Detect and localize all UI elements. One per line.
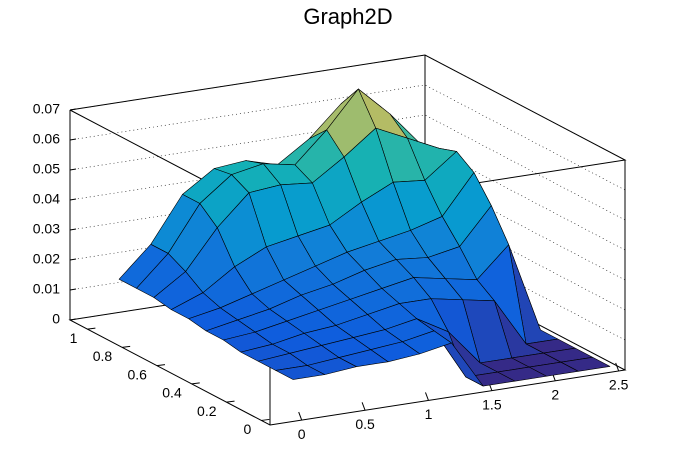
- x-tick: [615, 362, 620, 372]
- z-tick-label: 0.02: [33, 251, 60, 267]
- y-tick-label: 0.4: [162, 385, 182, 401]
- x-tick-label: 0: [298, 426, 306, 442]
- x-tick-label: 1.5: [482, 396, 502, 412]
- x-tick-label: 2: [551, 387, 559, 403]
- y-tick-label: 0.2: [197, 403, 217, 419]
- x-tick: [361, 402, 366, 411]
- z-tick-label: 0.01: [33, 281, 60, 297]
- z-tick: [69, 138, 77, 141]
- y-tick: [191, 382, 200, 385]
- y-tick-label: 0.8: [93, 348, 113, 364]
- y-tick: [87, 327, 96, 330]
- z-tick: [69, 228, 77, 231]
- y-tick: [226, 400, 235, 403]
- x-tick-label: 2.5: [609, 377, 629, 393]
- z-tick-label: 0.07: [33, 101, 60, 117]
- z-tick-label: 0.06: [33, 131, 60, 147]
- y-tick-label: 0.6: [127, 366, 147, 382]
- x-tick: [425, 392, 429, 401]
- y-tick: [156, 364, 166, 367]
- x-tick-label: 0.5: [355, 416, 375, 432]
- z-tick: [69, 318, 77, 321]
- surface-cell: [275, 365, 325, 380]
- y-tick: [122, 345, 131, 348]
- z-tick: [69, 198, 77, 201]
- y-tick-label: 0: [244, 421, 252, 437]
- z-tick: [69, 108, 77, 111]
- z-tick: [69, 168, 77, 171]
- z-tick-label: 0.04: [33, 191, 60, 207]
- x-tick: [298, 411, 303, 421]
- z-tick: [69, 288, 77, 291]
- x-tick-label: 1: [425, 406, 433, 422]
- chart-title: Graph2D: [303, 4, 392, 29]
- z-tick: [69, 258, 77, 261]
- z-tick-label: 0.03: [33, 221, 60, 237]
- z-tick-label: 0.05: [33, 161, 60, 177]
- y-tick-label: 1: [70, 330, 78, 346]
- y-tick: [261, 418, 270, 421]
- z-tick-label: 0: [52, 311, 60, 327]
